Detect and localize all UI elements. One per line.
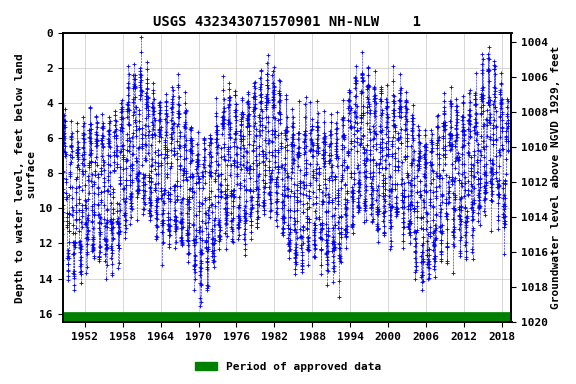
Title: USGS 432343071570901 NH-NLW    1: USGS 432343071570901 NH-NLW 1 — [153, 15, 421, 29]
Y-axis label: Depth to water level, feet below land
 surface: Depth to water level, feet below land su… — [15, 53, 37, 303]
Y-axis label: Groundwater level above NGVD 1929, feet: Groundwater level above NGVD 1929, feet — [551, 46, 561, 309]
Legend: Period of approved data: Period of approved data — [191, 358, 385, 377]
